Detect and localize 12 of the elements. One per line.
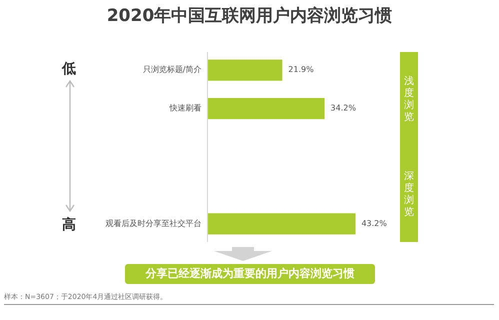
y-tick-label: 观看后及时分享至社交平台 [106, 218, 202, 228]
data-label: 21.9% [288, 65, 314, 74]
text: 高 [62, 216, 76, 234]
text: 低 [62, 60, 76, 78]
chart-title: 2020年中国互联网用户内容浏览习惯 [106, 5, 394, 27]
y-tick-label: 快速刷看 [168, 104, 202, 113]
data-label: 34.2% [330, 104, 356, 113]
data-label: 43.2% [361, 218, 388, 228]
label-panel: 浅度浏览 [400, 52, 418, 147]
label-panel: 深度浏览 [400, 147, 418, 242]
y-tick-label: 只浏览标题/简介 [142, 65, 202, 74]
banner: 分享已经逐渐成为重要的用户内容浏览习惯 [125, 264, 375, 284]
